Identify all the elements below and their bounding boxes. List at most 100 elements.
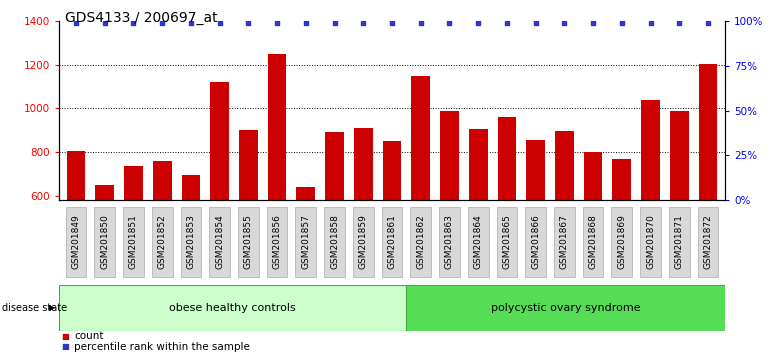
FancyBboxPatch shape: [238, 207, 259, 276]
Text: disease state: disease state: [2, 303, 67, 313]
FancyBboxPatch shape: [410, 207, 431, 276]
Bar: [182, 175, 200, 326]
Text: GSM201857: GSM201857: [301, 214, 310, 269]
Text: GSM201865: GSM201865: [503, 214, 511, 269]
FancyBboxPatch shape: [612, 207, 632, 276]
Bar: [296, 187, 315, 326]
Point: [213, 20, 226, 26]
Text: polycystic ovary syndrome: polycystic ovary syndrome: [491, 303, 641, 313]
FancyBboxPatch shape: [209, 207, 230, 276]
FancyBboxPatch shape: [439, 207, 459, 276]
Point: [242, 20, 255, 26]
Bar: [383, 141, 401, 326]
Text: GSM201856: GSM201856: [273, 214, 281, 269]
Text: GSM201855: GSM201855: [244, 214, 253, 269]
Text: GSM201858: GSM201858: [330, 214, 339, 269]
Point: [615, 20, 628, 26]
Text: GSM201864: GSM201864: [474, 214, 483, 269]
FancyBboxPatch shape: [296, 207, 316, 276]
Bar: [325, 132, 344, 326]
Text: GSM201849: GSM201849: [71, 214, 81, 269]
FancyBboxPatch shape: [325, 207, 345, 276]
FancyBboxPatch shape: [496, 207, 517, 276]
Bar: [699, 64, 717, 326]
FancyBboxPatch shape: [406, 285, 725, 331]
Text: GSM201869: GSM201869: [617, 214, 626, 269]
Bar: [612, 159, 631, 326]
FancyBboxPatch shape: [669, 207, 690, 276]
Bar: [555, 131, 574, 326]
Bar: [584, 152, 602, 326]
Text: GSM201852: GSM201852: [158, 214, 167, 269]
Text: ▶: ▶: [49, 303, 55, 313]
FancyBboxPatch shape: [554, 207, 575, 276]
Text: ■: ■: [61, 342, 69, 352]
FancyBboxPatch shape: [180, 207, 201, 276]
Point: [415, 20, 427, 26]
Point: [702, 20, 714, 26]
Text: GSM201853: GSM201853: [187, 214, 195, 269]
Point: [99, 20, 111, 26]
FancyBboxPatch shape: [152, 207, 172, 276]
FancyBboxPatch shape: [59, 285, 406, 331]
Text: GSM201851: GSM201851: [129, 214, 138, 269]
FancyBboxPatch shape: [641, 207, 661, 276]
FancyBboxPatch shape: [525, 207, 546, 276]
Point: [156, 20, 169, 26]
Point: [328, 20, 341, 26]
Point: [644, 20, 657, 26]
Text: GSM201871: GSM201871: [675, 214, 684, 269]
Text: obese healthy controls: obese healthy controls: [169, 303, 296, 313]
Text: GSM201872: GSM201872: [703, 214, 713, 269]
Point: [558, 20, 571, 26]
Point: [70, 20, 82, 26]
FancyBboxPatch shape: [123, 207, 143, 276]
Text: percentile rank within the sample: percentile rank within the sample: [74, 342, 250, 352]
Text: ■: ■: [61, 332, 69, 341]
Text: GSM201862: GSM201862: [416, 214, 425, 269]
Bar: [96, 185, 114, 326]
Point: [127, 20, 140, 26]
Point: [586, 20, 599, 26]
Text: GSM201850: GSM201850: [100, 214, 109, 269]
FancyBboxPatch shape: [353, 207, 374, 276]
Text: GSM201863: GSM201863: [445, 214, 454, 269]
Bar: [670, 110, 688, 326]
Text: count: count: [74, 331, 104, 341]
Bar: [469, 129, 488, 326]
FancyBboxPatch shape: [583, 207, 604, 276]
FancyBboxPatch shape: [66, 207, 86, 276]
Point: [529, 20, 542, 26]
FancyBboxPatch shape: [468, 207, 488, 276]
Text: GSM201868: GSM201868: [589, 214, 597, 269]
Bar: [67, 151, 85, 326]
Point: [443, 20, 456, 26]
Text: GSM201854: GSM201854: [215, 214, 224, 269]
Text: GSM201867: GSM201867: [560, 214, 569, 269]
Point: [501, 20, 514, 26]
FancyBboxPatch shape: [382, 207, 402, 276]
Text: GSM201859: GSM201859: [359, 214, 368, 269]
Bar: [498, 117, 516, 326]
FancyBboxPatch shape: [267, 207, 288, 276]
Bar: [124, 166, 143, 326]
Bar: [210, 82, 229, 326]
Bar: [526, 140, 545, 326]
Bar: [641, 100, 660, 326]
Point: [299, 20, 312, 26]
Text: GSM201870: GSM201870: [646, 214, 655, 269]
Bar: [268, 54, 286, 326]
FancyBboxPatch shape: [698, 207, 718, 276]
Bar: [239, 130, 258, 326]
Bar: [354, 128, 372, 326]
Bar: [412, 76, 430, 326]
Point: [673, 20, 685, 26]
Point: [185, 20, 198, 26]
Text: GSM201861: GSM201861: [387, 214, 397, 269]
Text: GDS4133 / 200697_at: GDS4133 / 200697_at: [65, 11, 217, 25]
Bar: [153, 161, 172, 326]
Bar: [440, 110, 459, 326]
Point: [472, 20, 485, 26]
FancyBboxPatch shape: [94, 207, 115, 276]
Point: [386, 20, 398, 26]
